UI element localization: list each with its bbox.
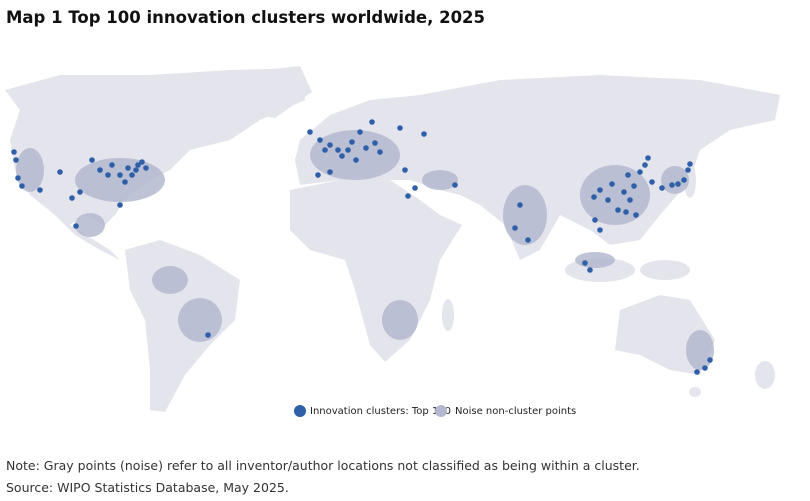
cluster-point xyxy=(37,187,43,193)
cluster-point xyxy=(97,167,103,173)
title: Map 1 Top 100 innovation clusters worldw… xyxy=(6,8,485,27)
cluster-point xyxy=(89,157,95,163)
cluster-point xyxy=(631,183,637,189)
cluster-point xyxy=(133,167,139,173)
cluster-point xyxy=(623,209,629,215)
cluster-point xyxy=(609,181,615,187)
cluster-point xyxy=(353,157,359,163)
cluster-point xyxy=(109,162,115,168)
cluster-point xyxy=(512,225,518,231)
cluster-point xyxy=(525,237,531,243)
cluster-point xyxy=(675,181,681,187)
cluster-point xyxy=(642,162,648,168)
cluster-point xyxy=(357,129,363,135)
cluster-point xyxy=(129,172,135,178)
cluster-point xyxy=(669,182,675,188)
cluster-point xyxy=(582,260,588,266)
cluster-point xyxy=(597,187,603,193)
cluster-point xyxy=(621,189,627,195)
cluster-point xyxy=(105,172,111,178)
cluster-point xyxy=(327,142,333,148)
cluster-point xyxy=(421,131,427,137)
cluster-point xyxy=(597,227,603,233)
cluster-point xyxy=(637,169,643,175)
cluster-point xyxy=(143,165,149,171)
legend-swatch xyxy=(294,405,306,417)
cluster-point xyxy=(15,175,21,181)
cluster-point xyxy=(339,153,345,159)
cluster-point xyxy=(633,212,639,218)
cluster-point xyxy=(405,193,411,199)
cluster-point xyxy=(372,140,378,146)
cluster-point xyxy=(139,159,145,165)
legend-label: Noise non-cluster points xyxy=(455,406,576,417)
cluster-point xyxy=(369,119,375,125)
cluster-point xyxy=(645,155,651,161)
cluster-point xyxy=(345,147,351,153)
cluster-point xyxy=(702,365,708,371)
cluster-point xyxy=(402,167,408,173)
cluster-point xyxy=(649,179,655,185)
cluster-point xyxy=(707,357,713,363)
cluster-point xyxy=(11,149,17,155)
cluster-point xyxy=(625,172,631,178)
cluster-point xyxy=(117,202,123,208)
note: Note: Gray points (noise) refer to all i… xyxy=(6,458,640,473)
cluster-point xyxy=(397,125,403,131)
cluster-point xyxy=(605,197,611,203)
cluster-point xyxy=(591,194,597,200)
cluster-point xyxy=(307,129,313,135)
cluster-point xyxy=(57,169,63,175)
cluster-points xyxy=(11,119,713,375)
cluster-point xyxy=(592,217,598,223)
cluster-point xyxy=(587,267,593,273)
cluster-point xyxy=(315,172,321,178)
cluster-point xyxy=(517,202,523,208)
cluster-point xyxy=(349,139,355,145)
cluster-point xyxy=(681,177,687,183)
legend-label: Innovation clusters: Top 100 xyxy=(310,406,451,417)
cluster-point xyxy=(377,149,383,155)
cluster-point xyxy=(659,185,665,191)
source: Source: WIPO Statistics Database, May 20… xyxy=(6,480,289,495)
cluster-point xyxy=(685,167,691,173)
cluster-point xyxy=(694,369,700,375)
cluster-point xyxy=(317,137,323,143)
cluster-point xyxy=(135,162,141,168)
cluster-point xyxy=(687,161,693,167)
cluster-point xyxy=(412,185,418,191)
cluster-point xyxy=(77,189,83,195)
legend-swatch xyxy=(435,405,447,417)
cluster-point xyxy=(122,179,128,185)
cluster-point xyxy=(205,332,211,338)
cluster-point xyxy=(69,195,75,201)
cluster-point xyxy=(627,197,633,203)
land xyxy=(5,66,780,412)
cluster-point xyxy=(117,172,123,178)
cluster-point xyxy=(327,169,333,175)
cluster-point xyxy=(363,145,369,151)
legend: Innovation clusters: Top 100 Noise non-c… xyxy=(294,405,576,417)
cluster-point xyxy=(615,207,621,213)
cluster-point xyxy=(125,165,131,171)
cluster-point xyxy=(73,223,79,229)
cluster-point xyxy=(335,147,341,153)
cluster-point xyxy=(13,157,19,163)
cluster-point xyxy=(19,183,25,189)
cluster-point xyxy=(322,147,328,153)
cluster-point xyxy=(452,182,458,188)
